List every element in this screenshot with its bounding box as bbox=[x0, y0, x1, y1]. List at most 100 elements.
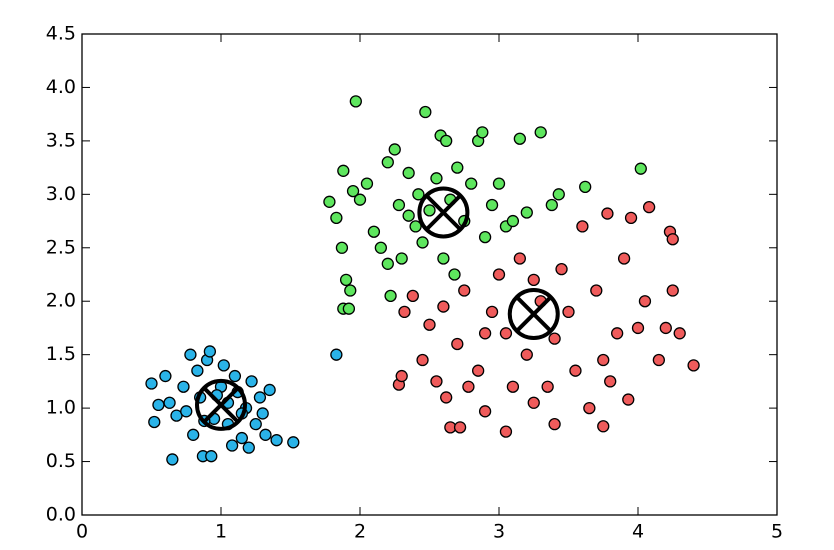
point bbox=[687, 359, 700, 372]
point bbox=[395, 369, 408, 383]
point bbox=[527, 396, 540, 409]
point bbox=[440, 134, 453, 148]
point bbox=[451, 337, 464, 351]
point bbox=[242, 441, 255, 454]
point bbox=[330, 348, 343, 361]
point bbox=[205, 450, 218, 463]
point bbox=[235, 431, 249, 445]
point bbox=[541, 380, 554, 393]
point bbox=[590, 284, 603, 297]
point bbox=[177, 380, 190, 393]
point bbox=[402, 166, 415, 180]
y-tick-label: 2.5 bbox=[46, 236, 76, 258]
point bbox=[430, 172, 443, 185]
point bbox=[634, 162, 647, 175]
point bbox=[451, 161, 464, 174]
point bbox=[287, 436, 300, 449]
point bbox=[337, 164, 350, 177]
point bbox=[259, 428, 272, 441]
point bbox=[506, 214, 520, 228]
point bbox=[548, 417, 561, 431]
point bbox=[416, 236, 429, 249]
point bbox=[249, 417, 262, 431]
point bbox=[576, 220, 589, 233]
point bbox=[485, 305, 499, 319]
point bbox=[666, 284, 679, 297]
point bbox=[416, 353, 429, 367]
point bbox=[412, 188, 425, 201]
point bbox=[453, 421, 467, 434]
point bbox=[145, 377, 158, 390]
point bbox=[520, 348, 533, 361]
point bbox=[552, 188, 565, 201]
point bbox=[579, 180, 592, 194]
point bbox=[159, 369, 172, 383]
point bbox=[374, 241, 388, 254]
x-tick-label: 0 bbox=[76, 521, 88, 543]
point bbox=[642, 201, 656, 214]
point bbox=[384, 289, 397, 303]
point bbox=[152, 398, 165, 412]
point bbox=[346, 184, 360, 198]
point bbox=[437, 252, 450, 265]
point bbox=[492, 177, 506, 190]
point bbox=[513, 252, 526, 265]
point bbox=[520, 206, 533, 219]
point bbox=[360, 177, 374, 190]
point bbox=[388, 143, 401, 156]
y-tick-label: 2.0 bbox=[46, 290, 76, 312]
y-tick-label: 4.0 bbox=[46, 76, 76, 98]
plot-frame bbox=[81, 33, 778, 516]
point bbox=[423, 318, 436, 331]
y-tick-label: 1.0 bbox=[46, 397, 76, 419]
point bbox=[245, 375, 258, 388]
point bbox=[440, 391, 453, 404]
point bbox=[562, 305, 575, 319]
x-tick-label: 1 bbox=[215, 521, 227, 543]
point bbox=[631, 321, 645, 335]
x-tick-label: 4 bbox=[632, 521, 644, 543]
y-tick-label: 3.0 bbox=[46, 183, 76, 205]
point bbox=[617, 252, 631, 265]
centroid-cross bbox=[203, 387, 239, 423]
point bbox=[534, 126, 547, 139]
point bbox=[335, 241, 349, 254]
point bbox=[601, 207, 614, 220]
point bbox=[478, 230, 492, 244]
point bbox=[339, 273, 353, 286]
point bbox=[465, 177, 478, 190]
point bbox=[180, 405, 193, 418]
point bbox=[548, 332, 561, 345]
centroid-cross bbox=[516, 296, 552, 332]
centroid-ring bbox=[195, 378, 247, 431]
point bbox=[478, 327, 492, 340]
point bbox=[323, 195, 336, 208]
point bbox=[652, 353, 665, 367]
point bbox=[506, 380, 520, 393]
point bbox=[381, 156, 394, 169]
centroid-ring bbox=[507, 288, 560, 341]
y-tick-label: 4.5 bbox=[46, 23, 76, 45]
point bbox=[673, 327, 686, 340]
point bbox=[624, 211, 638, 224]
point bbox=[622, 393, 635, 406]
point bbox=[253, 391, 267, 404]
x-tick-label: 2 bbox=[354, 521, 366, 543]
point bbox=[611, 327, 624, 340]
point bbox=[499, 327, 513, 340]
point bbox=[492, 268, 506, 281]
point bbox=[381, 257, 394, 270]
point bbox=[166, 453, 179, 466]
point bbox=[499, 425, 513, 438]
point bbox=[406, 289, 419, 303]
point bbox=[228, 369, 242, 383]
x-tick-label: 3 bbox=[493, 521, 505, 543]
point bbox=[398, 305, 411, 319]
point bbox=[353, 193, 367, 206]
centroid bbox=[417, 186, 470, 239]
point bbox=[349, 95, 362, 108]
point bbox=[367, 225, 381, 238]
x-tick-label: 5 bbox=[771, 521, 783, 543]
point bbox=[402, 209, 415, 222]
